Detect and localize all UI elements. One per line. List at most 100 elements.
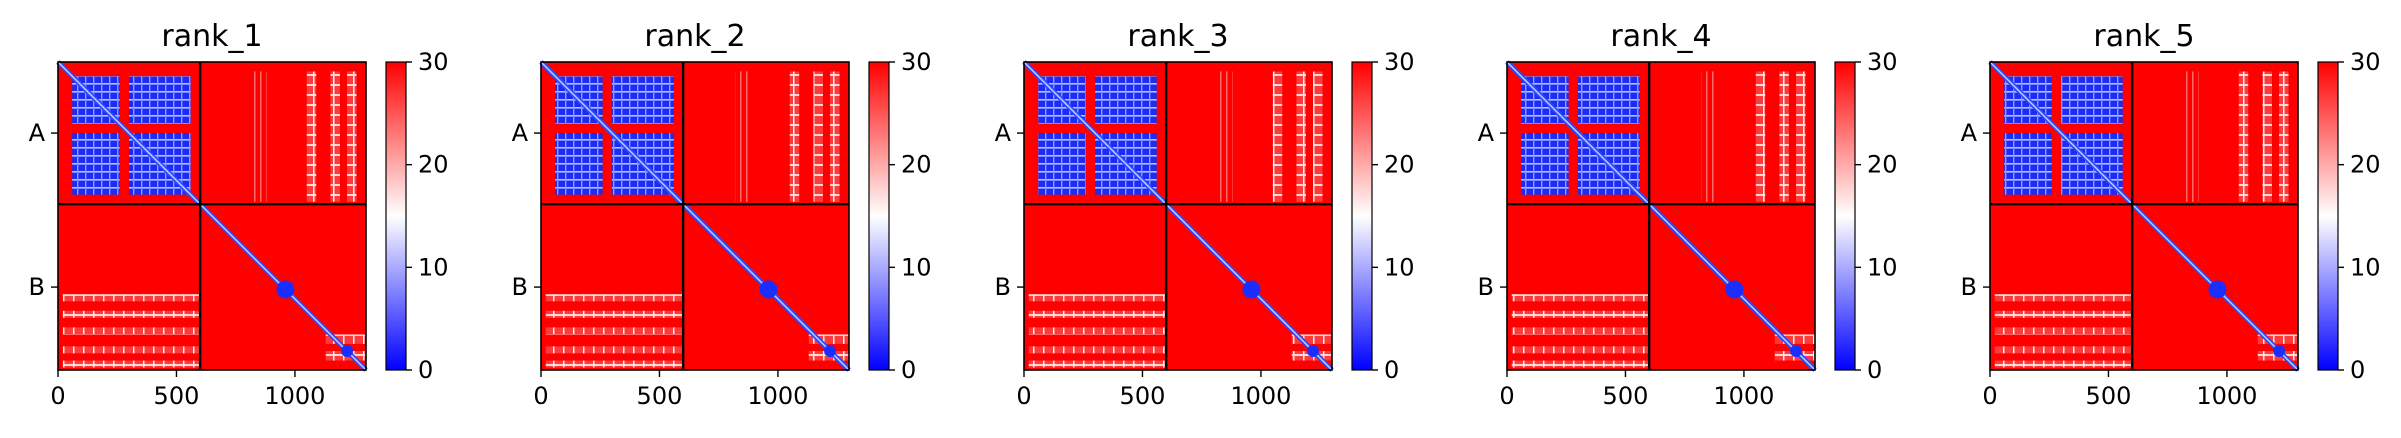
chain-a-stripe xyxy=(1272,71,1283,202)
chain-b-band xyxy=(62,294,201,302)
chain-a-stripe xyxy=(2238,71,2249,202)
x-tick-label: 0 xyxy=(533,382,548,410)
heatmap-panel-5: rank_5 A B 0 500 1000 0 10 20 30 xyxy=(1961,19,2381,410)
colorbar xyxy=(2317,61,2339,371)
y-tick-label: A xyxy=(1961,119,1978,147)
colorbar-tick-label: 0 xyxy=(418,356,433,384)
colorbar-tick-label: 20 xyxy=(1384,151,1415,179)
chain-a-contact-block xyxy=(555,133,603,195)
y-tick-label: B xyxy=(1961,273,1977,301)
chain-b-band xyxy=(545,360,684,368)
heatmap-panel-3: rank_3 A B 0 500 1000 0 10 20 30 xyxy=(995,19,1415,410)
chain-b-band xyxy=(62,360,201,368)
chain-a-stripe xyxy=(830,71,840,202)
chain-a-stripe xyxy=(1296,71,1306,202)
chain-a-texture xyxy=(735,71,750,202)
plot-frame xyxy=(57,61,367,371)
chain-b-band xyxy=(1994,294,2133,302)
chain-b-band xyxy=(545,294,684,302)
x-tick-label: 500 xyxy=(2086,382,2132,410)
chain-b-band xyxy=(1028,346,1167,354)
chain-a-texture xyxy=(252,71,267,202)
chain-a-contact-block xyxy=(129,76,191,124)
x-tick-label: 500 xyxy=(1603,382,1649,410)
diagonal-blob xyxy=(759,280,778,299)
colorbar-tick-label: 10 xyxy=(1867,253,1898,281)
chain-a-stripe xyxy=(1313,71,1323,202)
x-tick-label: 500 xyxy=(637,382,683,410)
chain-a-contact-block xyxy=(612,76,674,124)
colorbar-tick-label: 30 xyxy=(1384,48,1415,76)
y-tick-label: B xyxy=(995,273,1011,301)
plot-frame xyxy=(1023,61,1333,371)
plot-frame xyxy=(1506,61,1816,371)
chain-b-local-band xyxy=(1291,334,1332,344)
colorbar xyxy=(1834,61,1856,371)
chain-a-contact-block xyxy=(2061,76,2123,124)
chain-a-contact-block xyxy=(72,133,120,195)
y-tick-label: B xyxy=(1478,273,1494,301)
diagonal-highlight xyxy=(57,61,367,371)
chain-b-local-band xyxy=(808,334,849,344)
diagonal-highlight xyxy=(1506,61,1816,371)
x-tick-label: 1000 xyxy=(1230,382,1291,410)
colorbar xyxy=(385,61,407,371)
diagonal-highlight xyxy=(1023,61,1333,371)
chain-b-band xyxy=(1028,310,1167,318)
x-tick-label: 1000 xyxy=(264,382,325,410)
chain-b-band xyxy=(1994,360,2133,368)
y-tick-label: A xyxy=(29,119,46,147)
chain-b-band xyxy=(62,310,201,318)
chain-b-band xyxy=(545,346,684,354)
chain-a-stripe xyxy=(1796,71,1806,202)
heatmap-panel-2: rank_2 A B 0 500 1000 0 10 20 30 xyxy=(512,19,932,410)
colorbar-tick-label: 20 xyxy=(418,151,449,179)
chain-a-contact-block xyxy=(2004,133,2052,195)
colorbar-tick-label: 30 xyxy=(2350,48,2381,76)
chain-a-stripe xyxy=(2262,71,2272,202)
diagonal-blob xyxy=(1790,345,1803,358)
x-tick-label: 1000 xyxy=(747,382,808,410)
colorbar-tick-label: 0 xyxy=(1384,356,1399,384)
plot-frame xyxy=(1989,61,2299,371)
chain-b-band xyxy=(1511,327,1650,335)
diagonal-blob xyxy=(341,345,354,358)
chain-a-stripe xyxy=(813,71,823,202)
colorbar-tick-label: 10 xyxy=(901,253,932,281)
chain-b-local-band xyxy=(1774,334,1815,344)
colorbar-tick-label: 20 xyxy=(1867,151,1898,179)
panel-title: rank_2 xyxy=(644,19,745,54)
colorbar-tick-label: 30 xyxy=(901,48,932,76)
chain-a-texture xyxy=(2184,71,2199,202)
chain-a-stripe xyxy=(1779,71,1789,202)
diagonal-blob xyxy=(2273,345,2286,358)
chain-b-band xyxy=(1028,360,1167,368)
colorbar-tick-label: 0 xyxy=(901,356,916,384)
diagonal-highlight xyxy=(1989,61,2299,371)
diagonal-blob xyxy=(2208,280,2227,299)
x-tick-label: 0 xyxy=(1499,382,1514,410)
colorbar-tick-label: 0 xyxy=(2350,356,2365,384)
chain-a-stripe xyxy=(347,71,357,202)
chain-b-band xyxy=(62,346,201,354)
x-tick-label: 1000 xyxy=(1713,382,1774,410)
x-tick-label: 0 xyxy=(1016,382,1031,410)
colorbar-tick-label: 10 xyxy=(418,253,449,281)
diagonal-highlight xyxy=(540,61,850,371)
chain-a-stripe xyxy=(1755,71,1766,202)
chain-a-stripe xyxy=(2279,71,2289,202)
chain-b-band xyxy=(1511,346,1650,354)
x-tick-label: 0 xyxy=(50,382,65,410)
diagonal-blob xyxy=(824,345,837,358)
chain-b-band xyxy=(545,327,684,335)
chain-b-band xyxy=(1994,310,2133,318)
chain-b-band xyxy=(62,327,201,335)
colorbar-tick-label: 30 xyxy=(1867,48,1898,76)
colorbar xyxy=(868,61,890,371)
panel-title: rank_4 xyxy=(1610,19,1711,54)
chain-b-local-band xyxy=(325,334,366,344)
colorbar-tick-label: 30 xyxy=(418,48,449,76)
colorbar xyxy=(1351,61,1373,371)
